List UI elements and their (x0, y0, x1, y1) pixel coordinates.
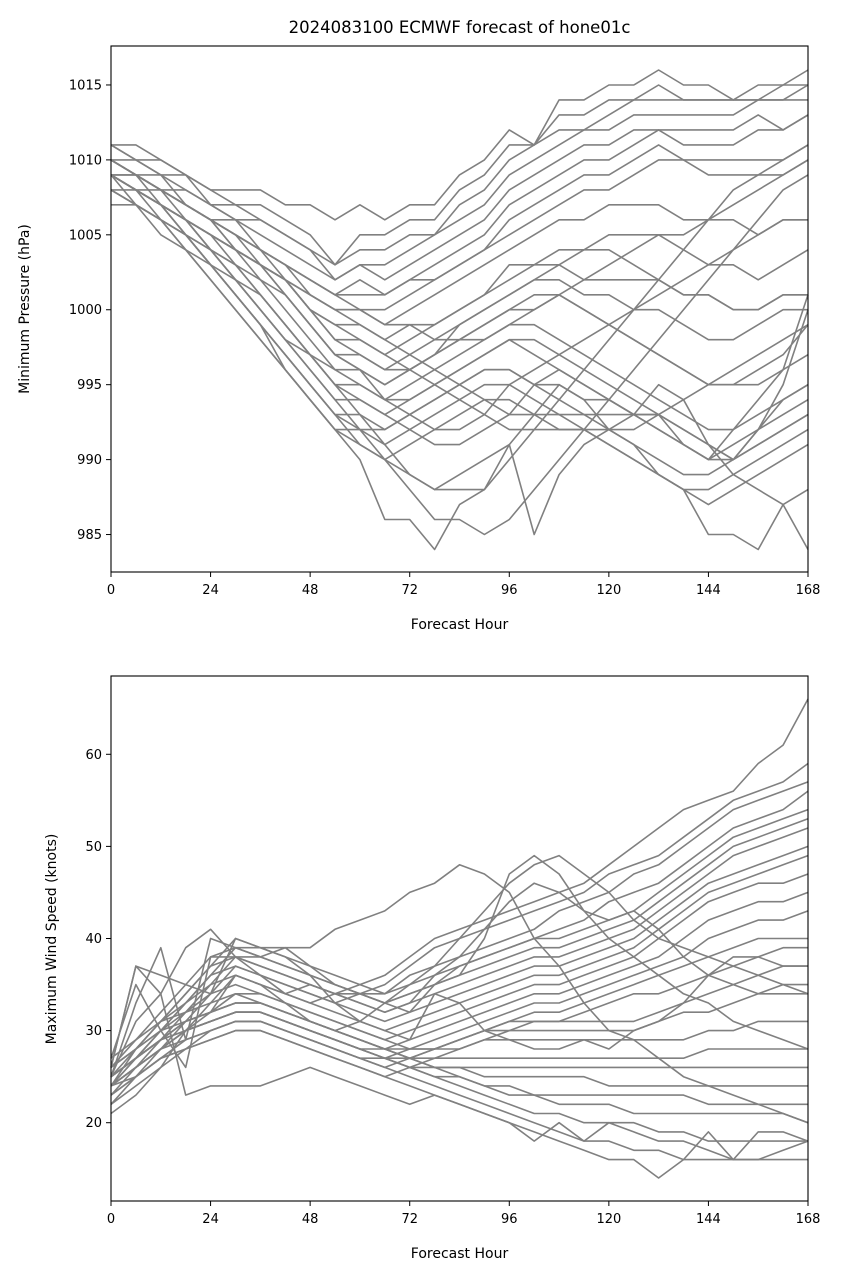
wind-series-group (110, 698, 809, 1179)
pressure-chart-title: 2024083100 ECMWF forecast of hone01c (289, 18, 631, 37)
pressure-x-ticks: 0 24 48 72 96 120 144 168 (107, 572, 821, 598)
wind-x-tick-label: 48 (302, 1212, 319, 1227)
pressure-x-tick-label: 144 (696, 583, 721, 598)
pressure-series-line-5 (111, 114, 809, 281)
wind-y-tick-label: 20 (85, 1116, 102, 1131)
pressure-y-ticks: 985 990 995 1000 1005 1010 1015 (69, 78, 111, 543)
wind-chart: 0 24 48 72 96 120 144 168 20 30 40 50 60 Forecast H… (44, 675, 821, 1262)
wind-x-tick-label: 96 (501, 1212, 518, 1227)
wind-y-ticks: 20 30 40 50 60 (85, 748, 111, 1131)
wind-series-line-31 (110, 854, 809, 1087)
pressure-series-line-27 (110, 174, 809, 550)
wind-series-line-7 (110, 827, 809, 1087)
pressure-x-tick-label: 168 (796, 583, 821, 598)
wind-series-line-20 (110, 1002, 808, 1087)
pressure-series-line-1 (110, 69, 809, 221)
wind-y-axis-label: Maximum Wind Speed (knots) (44, 834, 60, 1045)
wind-series-line-29 (110, 863, 809, 1124)
wind-series-line-16 (110, 983, 808, 1069)
pressure-x-tick-label: 72 (401, 583, 418, 598)
pressure-series-line-10 (110, 174, 809, 341)
wind-series-line-11 (110, 891, 809, 1087)
pressure-y-tick-label: 990 (77, 453, 102, 468)
pressure-y-tick-label: 1015 (69, 78, 102, 93)
pressure-x-tick-label: 48 (302, 583, 319, 598)
wind-plot-frame (110, 675, 809, 1202)
pressure-series-line-15 (110, 174, 809, 461)
wind-series-line-1 (110, 698, 809, 1115)
pressure-y-axis-label: Minimum Pressure (hPa) (17, 224, 33, 394)
wind-x-tick-label: 144 (696, 1212, 721, 1227)
wind-series-line-26 (110, 965, 809, 1161)
wind-series-line-30 (110, 882, 809, 1078)
wind-y-tick-label: 40 (85, 932, 102, 947)
pressure-chart: 2024083100 ECMWF forecast of hone01c 0 24… (17, 18, 820, 633)
pressure-series-line-23 (110, 144, 809, 491)
pressure-y-tick-label: 985 (77, 528, 102, 543)
wind-x-tick-label: 24 (202, 1212, 219, 1227)
pressure-plot-frame (110, 45, 809, 573)
pressure-y-tick-label: 1005 (69, 228, 102, 243)
wind-x-tick-label: 72 (401, 1212, 418, 1227)
pressure-x-tick-label: 96 (501, 583, 518, 598)
pressure-series-line-14 (110, 174, 809, 431)
pressure-series-line-26 (110, 189, 809, 551)
wind-x-ticks: 0 24 48 72 96 120 144 168 (107, 1201, 821, 1227)
wind-x-axis-label: Forecast Hour (411, 1246, 509, 1262)
pressure-x-tick-label: 120 (596, 583, 621, 598)
pressure-series-group (110, 69, 809, 551)
pressure-series-line-28 (110, 174, 809, 461)
wind-x-tick-label: 168 (796, 1212, 821, 1227)
wind-series-line-8 (110, 845, 809, 1078)
pressure-x-tick-label: 0 (107, 583, 115, 598)
pressure-series-line-18 (110, 189, 809, 506)
pressure-series-line-3 (110, 84, 809, 266)
wind-series-line-23 (110, 1011, 808, 1142)
pressure-y-tick-label: 1010 (69, 153, 102, 168)
pressure-x-axis-label: Forecast Hour (411, 617, 509, 633)
wind-series-line-28 (110, 937, 808, 1077)
pressure-x-tick-label: 24 (202, 583, 219, 598)
pressure-series-line-22 (110, 159, 808, 431)
pressure-series-line-21 (111, 144, 808, 371)
wind-series-line-13 (110, 937, 808, 1096)
wind-series-line-24 (110, 1020, 808, 1161)
pressure-series-line-19 (111, 204, 809, 461)
wind-x-tick-label: 120 (596, 1212, 621, 1227)
pressure-y-tick-label: 1000 (69, 303, 102, 318)
wind-y-tick-label: 50 (85, 840, 102, 855)
wind-x-tick-label: 0 (107, 1212, 115, 1227)
pressure-y-tick-label: 995 (77, 378, 102, 393)
wind-y-tick-label: 30 (85, 1024, 102, 1039)
wind-y-tick-label: 60 (85, 748, 102, 763)
wind-series-line-22 (110, 1002, 809, 1124)
pressure-series-line-31 (110, 159, 809, 341)
pressure-series-line-30 (110, 174, 809, 431)
